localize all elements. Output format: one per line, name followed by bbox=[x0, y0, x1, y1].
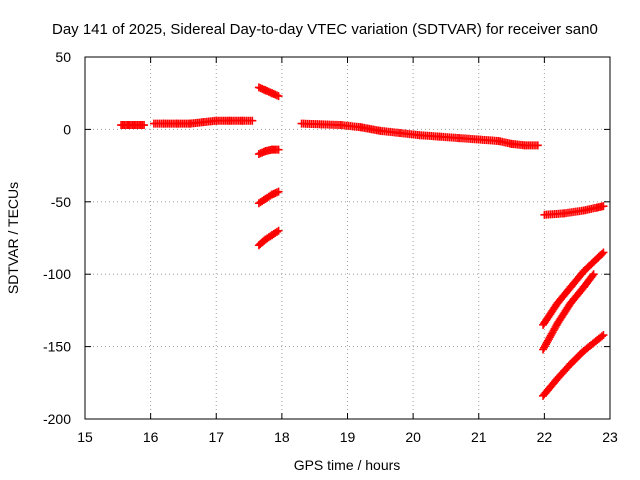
series-track-8 bbox=[540, 202, 608, 219]
series-track-10 bbox=[539, 270, 598, 354]
data-point-marker bbox=[140, 121, 149, 130]
data-point-marker bbox=[248, 116, 257, 125]
series-track-11 bbox=[539, 331, 608, 400]
x-tick-label: 22 bbox=[537, 429, 553, 445]
y-tick-label: -100 bbox=[43, 266, 71, 282]
series-track-2 bbox=[149, 116, 257, 128]
y-axis: 50 0 -50 -100 -150 -200 bbox=[43, 49, 610, 427]
data-point-marker bbox=[599, 202, 608, 211]
data-point-marker bbox=[272, 227, 281, 236]
y-tick-label: 0 bbox=[63, 121, 71, 137]
x-axis: 15 16 17 18 19 20 21 22 23 bbox=[77, 57, 618, 445]
y-tick-label: -200 bbox=[43, 411, 71, 427]
x-tick-label: 20 bbox=[405, 429, 421, 445]
data-point-marker bbox=[589, 270, 598, 279]
x-tick-label: 18 bbox=[274, 429, 290, 445]
grid bbox=[85, 57, 610, 419]
x-tick-label: 23 bbox=[602, 429, 618, 445]
x-axis-label: GPS time / hours bbox=[294, 457, 401, 473]
series-track-1 bbox=[117, 121, 149, 130]
series-track-3 bbox=[254, 83, 283, 101]
y-tick-label: 50 bbox=[55, 49, 71, 65]
data-point-marker bbox=[274, 145, 283, 154]
series-track-5 bbox=[254, 187, 283, 208]
x-tick-label: 17 bbox=[208, 429, 224, 445]
series-track-6 bbox=[254, 226, 283, 250]
data-point-marker bbox=[598, 249, 607, 258]
data-point-marker bbox=[599, 331, 608, 340]
x-tick-label: 19 bbox=[340, 429, 356, 445]
chart-title: Day 141 of 2025, Sidereal Day-to-day VTE… bbox=[52, 21, 598, 38]
data-layer bbox=[117, 83, 608, 400]
y-axis-label: SDTVAR / TECUs bbox=[5, 182, 21, 294]
data-point-marker bbox=[588, 271, 597, 280]
series-track-7 bbox=[297, 119, 542, 150]
data-point-marker bbox=[274, 92, 283, 101]
x-tick-label: 15 bbox=[77, 429, 93, 445]
data-point-marker bbox=[599, 248, 608, 257]
x-tick-label: 21 bbox=[471, 429, 487, 445]
series-track-4 bbox=[254, 145, 283, 159]
data-point-marker bbox=[533, 141, 542, 150]
x-tick-label: 16 bbox=[143, 429, 159, 445]
series-track-9 bbox=[539, 248, 608, 329]
data-point-marker bbox=[274, 226, 283, 235]
y-tick-label: -150 bbox=[43, 339, 71, 355]
data-point-marker bbox=[274, 187, 283, 196]
data-point-marker bbox=[597, 332, 606, 341]
y-tick-label: -50 bbox=[51, 194, 71, 210]
